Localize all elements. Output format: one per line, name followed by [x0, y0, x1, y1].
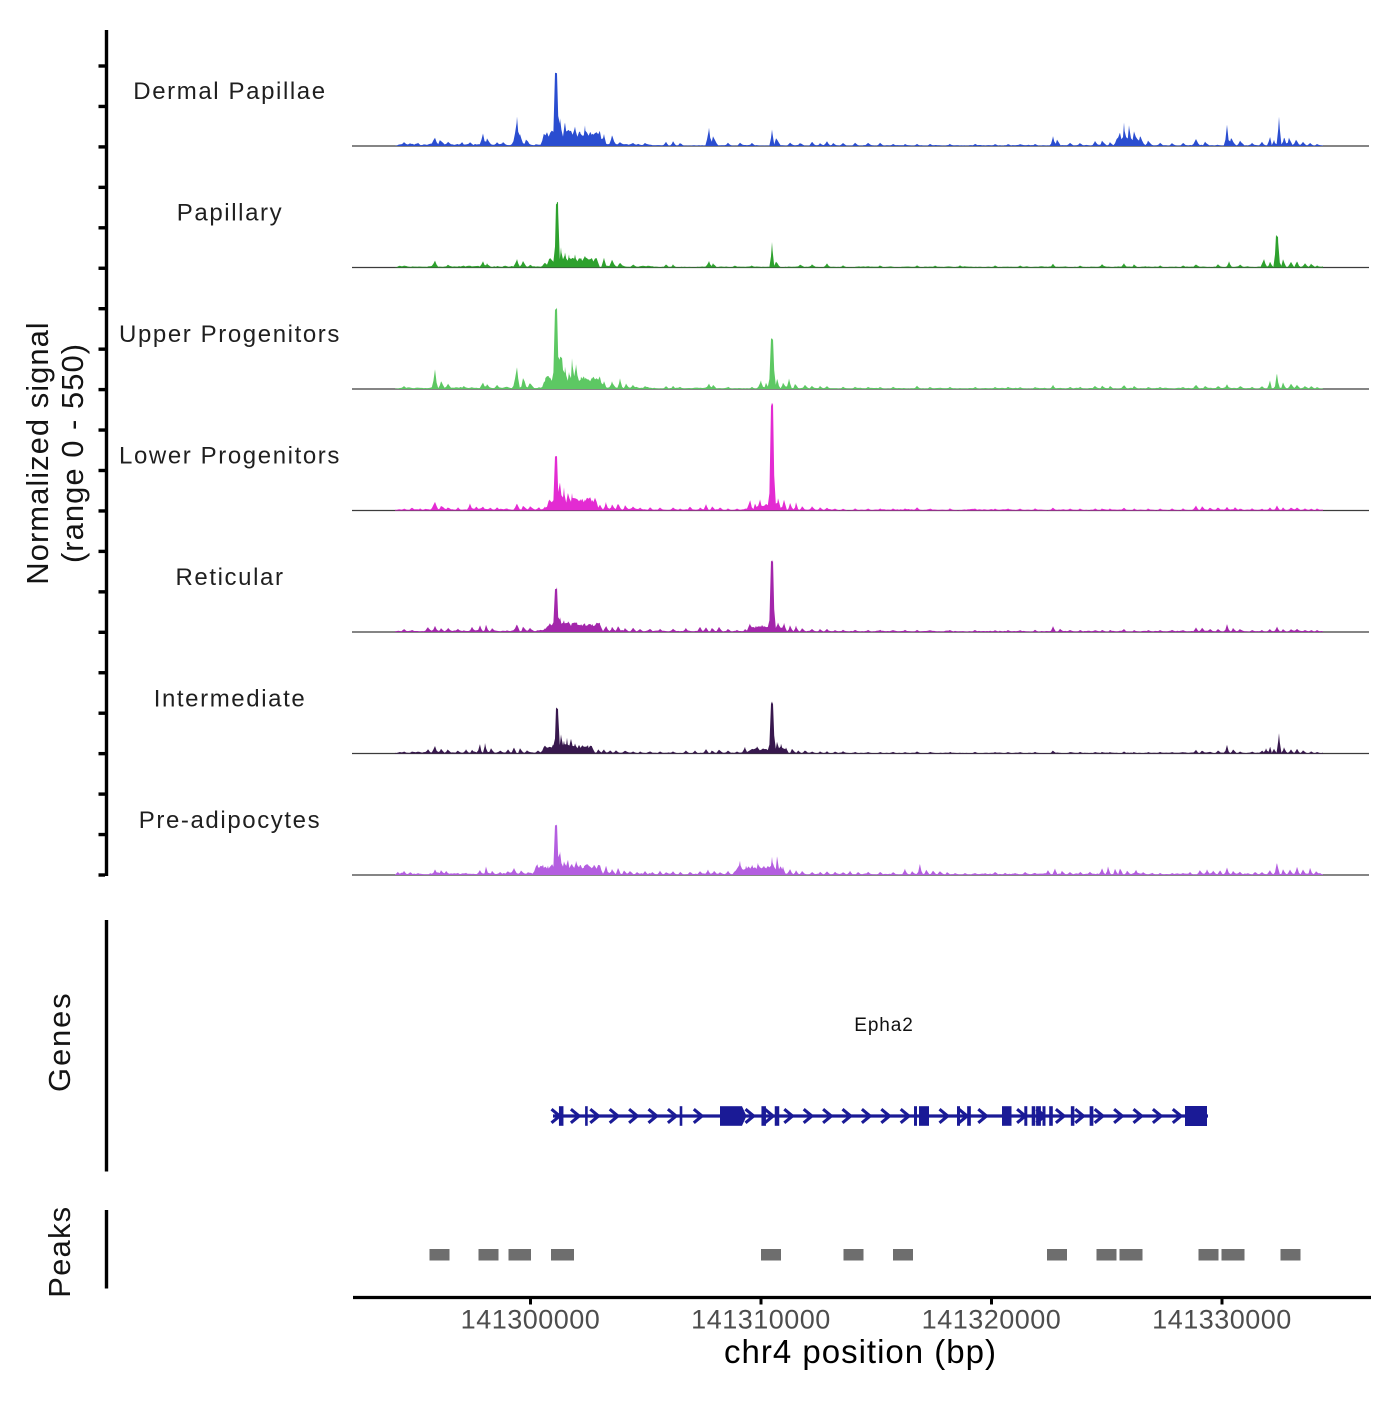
- svg-text:141300000: 141300000: [461, 1305, 601, 1335]
- svg-text:Genes: Genes: [42, 992, 77, 1092]
- svg-text:Reticular: Reticular: [175, 564, 284, 591]
- svg-text:chr4 position (bp): chr4 position (bp): [724, 1333, 997, 1370]
- svg-text:Papillary: Papillary: [177, 200, 283, 227]
- svg-text:Dermal Papillae: Dermal Papillae: [133, 78, 326, 105]
- svg-text:141310000: 141310000: [691, 1305, 831, 1335]
- svg-text:141330000: 141330000: [1152, 1305, 1292, 1335]
- svg-text:Normalized signal: Normalized signal: [20, 321, 55, 584]
- svg-text:Pre-adipocytes: Pre-adipocytes: [139, 807, 321, 834]
- svg-text:Lower Progenitors: Lower Progenitors: [119, 443, 341, 470]
- svg-text:Peaks: Peaks: [42, 1206, 77, 1298]
- svg-text:141320000: 141320000: [922, 1305, 1062, 1335]
- svg-text:Upper Progenitors: Upper Progenitors: [119, 321, 341, 348]
- svg-text:(range 0 - 550): (range 0 - 550): [55, 343, 90, 563]
- svg-text:Intermediate: Intermediate: [154, 686, 307, 713]
- svg-text:Epha2: Epha2: [854, 1015, 913, 1036]
